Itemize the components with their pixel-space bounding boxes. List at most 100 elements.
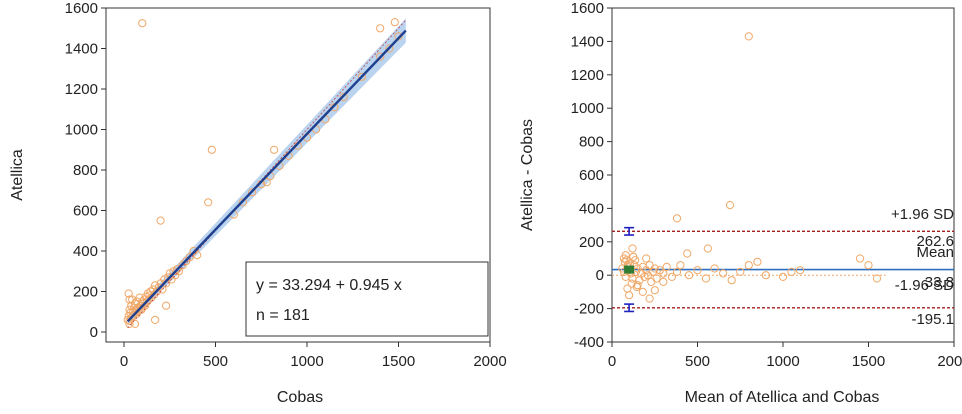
upper-loa-label: +1.96 SD	[891, 206, 954, 223]
data-point	[376, 52, 385, 61]
y-tick-label: 1200	[571, 67, 604, 84]
data-point	[727, 276, 736, 285]
y-tick-label: 1600	[571, 0, 604, 17]
x-tick-label: 0	[608, 353, 616, 370]
data-point	[248, 188, 257, 197]
y-tick-label: 1000	[65, 122, 98, 139]
y-tick-label: 1200	[65, 81, 98, 98]
y-tick-label: 1400	[65, 41, 98, 58]
y-tick-label: 1000	[571, 100, 604, 117]
data-point	[619, 254, 629, 263]
y-tick-label: 1400	[571, 33, 604, 50]
data-point	[638, 287, 647, 296]
y-tick-label: -400	[574, 334, 604, 351]
data-point	[125, 295, 134, 304]
plot-frame	[105, 7, 491, 343]
data-point	[390, 18, 399, 27]
x-tick-label: 2000	[473, 353, 506, 370]
data-point	[628, 244, 637, 253]
data-point	[193, 251, 202, 260]
data-point	[855, 254, 865, 263]
data-point	[701, 274, 711, 283]
data-point	[138, 19, 147, 28]
data-point	[684, 271, 694, 280]
data-point	[645, 261, 654, 270]
data-point	[144, 295, 153, 304]
y-axis-label: Atellica	[9, 149, 26, 201]
y-tick-label: 200	[73, 284, 98, 301]
x-tick-label: 1000	[290, 353, 323, 370]
data-point	[710, 264, 719, 273]
data-point	[736, 267, 745, 276]
data-point	[744, 32, 753, 41]
data-point	[672, 267, 682, 276]
regression-line	[126, 29, 407, 323]
data-point	[185, 253, 194, 262]
x-tick-label: 1500	[382, 353, 415, 370]
data-point	[787, 267, 796, 276]
x-axis: 0 500 1000 1500 2000	[608, 342, 962, 370]
regression-plot: 0 200 400 600 800 1000 1200 1400 1600 0 500 1000 15…	[9, 0, 507, 406]
data-point	[207, 145, 216, 154]
data-point	[872, 274, 882, 283]
data-point	[270, 145, 279, 154]
data-point	[683, 249, 692, 258]
y-tick-label: 1600	[65, 0, 98, 17]
data-point	[744, 261, 753, 270]
data-point	[725, 201, 735, 210]
data-point	[173, 265, 182, 274]
y-tick-label: -200	[574, 301, 604, 318]
lower-loa-value: -195.1	[911, 311, 954, 328]
data-point	[635, 276, 644, 285]
x-axis-label: Cobas	[277, 389, 323, 406]
regression-lines	[126, 19, 407, 329]
y-axis: 0 200 400 600 800 1000 1200 1400 1600	[65, 0, 106, 341]
mean-marker	[624, 265, 635, 274]
x-tick-label: 500	[685, 353, 710, 370]
x-axis: 0 500 1000 1500 2000	[120, 342, 507, 370]
y-tick-label: 800	[579, 134, 604, 151]
data-point	[138, 303, 147, 312]
lower-loa-label: -1.96 SD	[895, 277, 954, 294]
data-point	[753, 257, 762, 266]
data-point	[262, 178, 271, 187]
y-tick-label: 0	[90, 324, 98, 341]
upper-loa-value: 262.6	[916, 233, 954, 250]
data-point	[357, 72, 366, 81]
y-tick-label: 600	[73, 203, 98, 220]
data-point	[124, 289, 133, 298]
data-point	[647, 277, 656, 286]
y-axis: -400 -200 0 200 400 600 800 1000 1200 1400 1600	[571, 0, 612, 351]
data-point	[156, 216, 165, 225]
data-point	[659, 269, 668, 278]
data-point	[650, 286, 659, 295]
data-point	[394, 32, 403, 41]
data-point	[339, 93, 348, 102]
y-tick-label: 400	[73, 243, 98, 260]
data-point	[385, 44, 394, 53]
data-point	[642, 254, 651, 263]
scatter-points	[618, 32, 882, 303]
data-point	[631, 256, 640, 265]
y-tick-label: 400	[579, 200, 604, 217]
y-axis-label: Atellica - Cobas	[519, 119, 536, 231]
y-tick-label: 200	[579, 234, 604, 251]
data-point	[650, 264, 659, 273]
data-point	[778, 272, 788, 281]
data-point	[676, 261, 685, 270]
data-point	[662, 262, 671, 271]
x-axis-label: Mean of Atellica and Cobas	[685, 389, 880, 406]
data-point	[238, 198, 247, 207]
x-tick-label: 1000	[766, 353, 799, 370]
data-point	[204, 198, 213, 207]
data-point	[672, 214, 682, 223]
data-point	[625, 291, 634, 300]
x-tick-label: 1500	[852, 353, 885, 370]
data-point	[693, 266, 702, 275]
data-point	[151, 315, 160, 324]
identity-line	[127, 19, 407, 329]
data-point	[719, 269, 728, 278]
x-tick-label: 0	[120, 353, 128, 370]
mean-label: Mean	[916, 244, 954, 261]
